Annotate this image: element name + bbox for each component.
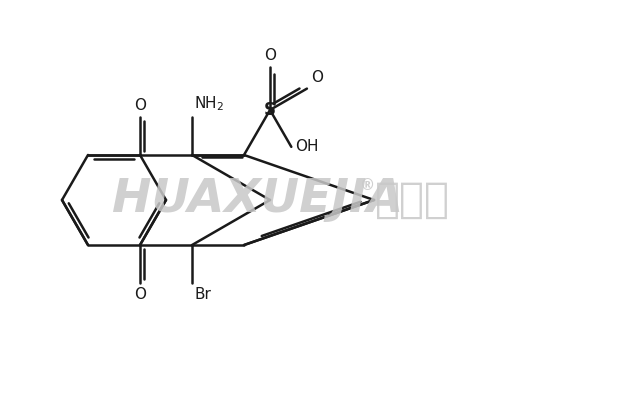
Text: O: O	[311, 70, 323, 85]
Text: ®: ®	[360, 178, 375, 194]
Text: Br: Br	[194, 287, 211, 302]
Text: O: O	[134, 287, 146, 302]
Text: S: S	[264, 101, 276, 119]
Text: NH$_2$: NH$_2$	[194, 94, 224, 113]
Text: HUAXUEJIA: HUAXUEJIA	[112, 178, 403, 222]
Text: O: O	[134, 98, 146, 113]
Text: 化学加: 化学加	[375, 179, 450, 221]
Text: OH: OH	[296, 139, 319, 154]
Text: O: O	[264, 48, 276, 63]
